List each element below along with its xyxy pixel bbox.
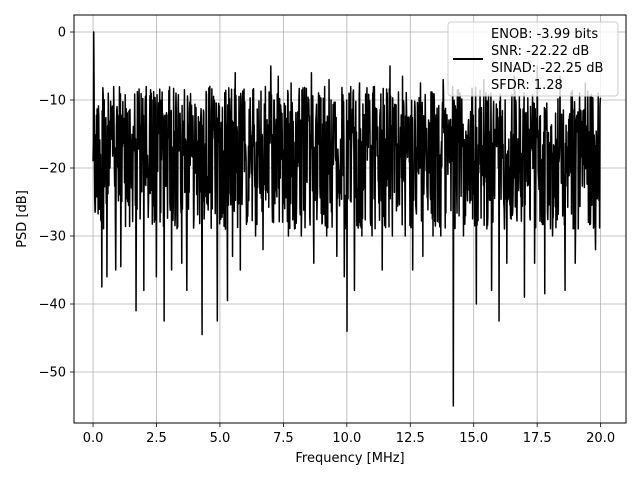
x-tick-label: 0.0 [83, 431, 104, 446]
legend-entry-sfdr: SFDR: 1.28 [491, 78, 563, 93]
plot-area [92, 31, 602, 407]
legend-entry-enob: ENOB: -3.99 bits [491, 27, 598, 42]
y-axis-ticks: 0 −10 −20 −30 −40 −50 [39, 26, 74, 381]
y-tick-label: −50 [39, 366, 66, 381]
x-tick-label: 20.0 [586, 431, 615, 446]
y-tick-label: −40 [39, 298, 66, 313]
y-tick-label: −30 [39, 230, 66, 245]
legend: ENOB: -3.99 bits SNR: -22.22 dB SINAD: -… [447, 21, 619, 97]
x-axis-label: Frequency [MHz] [295, 451, 404, 466]
y-tick-label: 0 [58, 26, 66, 41]
x-tick-label: 10.0 [332, 431, 361, 446]
x-tick-label: 7.5 [273, 431, 294, 446]
x-tick-label: 17.5 [523, 431, 552, 446]
x-axis-ticks: 0.0 2.5 5.0 7.5 10.0 12.5 15.0 17.5 20.0 [83, 423, 615, 446]
x-tick-label: 15.0 [459, 431, 488, 446]
legend-entry-sinad: SINAD: -22.25 dB [491, 61, 603, 76]
psd-series-line [92, 31, 602, 407]
x-tick-label: 2.5 [146, 431, 167, 446]
y-axis-label: PSD [dB] [15, 190, 30, 248]
y-tick-label: −10 [39, 94, 66, 109]
legend-box [447, 21, 619, 97]
x-tick-label: 5.0 [210, 431, 231, 446]
x-tick-label: 12.5 [396, 431, 425, 446]
legend-entry-snr: SNR: -22.22 dB [491, 44, 589, 59]
axes-frame [73, 14, 627, 424]
y-tick-label: −20 [39, 162, 66, 177]
